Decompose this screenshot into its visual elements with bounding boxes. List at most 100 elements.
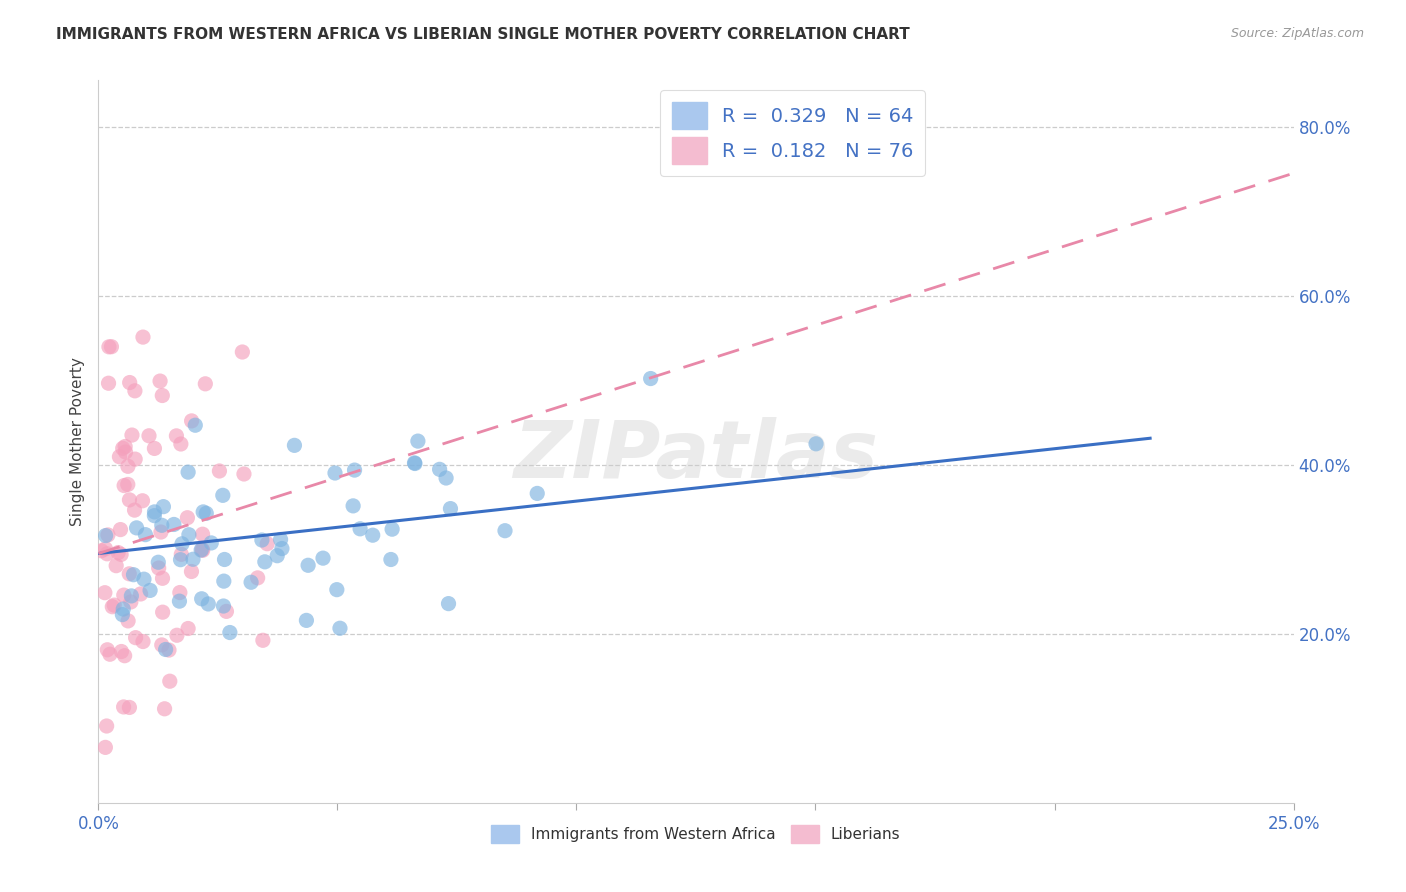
Point: [149, 374, 172, 388]
Point: [177, 527, 200, 541]
Point: [170, 437, 193, 451]
Point: [94, 541, 117, 556]
Legend: Immigrants from Western Africa, Liberians: Immigrants from Western Africa, Liberian…: [485, 819, 907, 849]
Point: [190, 543, 212, 558]
Point: [110, 644, 132, 658]
Text: ZIPatlas: ZIPatlas: [513, 417, 879, 495]
Point: [361, 528, 384, 542]
Point: [129, 587, 152, 601]
Point: [150, 638, 173, 652]
Point: [329, 621, 352, 635]
Point: [121, 428, 143, 442]
Point: [153, 702, 176, 716]
Point: [177, 622, 200, 636]
Point: [150, 518, 173, 533]
Point: [96, 642, 118, 657]
Point: [108, 450, 131, 464]
Point: [208, 464, 231, 478]
Point: [177, 465, 200, 479]
Point: [169, 552, 191, 566]
Point: [124, 384, 146, 398]
Point: [118, 492, 141, 507]
Point: [120, 589, 142, 603]
Point: [96, 719, 118, 733]
Point: [117, 614, 139, 628]
Point: [111, 442, 134, 456]
Point: [218, 625, 240, 640]
Point: [283, 438, 305, 452]
Point: [295, 614, 318, 628]
Point: [191, 542, 214, 557]
Point: [139, 583, 162, 598]
Point: [212, 599, 235, 613]
Point: [114, 445, 136, 459]
Point: [231, 345, 253, 359]
Point: [132, 634, 155, 648]
Point: [246, 571, 269, 585]
Point: [125, 521, 148, 535]
Point: [90, 543, 112, 558]
Text: IMMIGRANTS FROM WESTERN AFRICA VS LIBERIAN SINGLE MOTHER POVERTY CORRELATION CHA: IMMIGRANTS FROM WESTERN AFRICA VS LIBERI…: [56, 27, 910, 42]
Point: [148, 561, 170, 575]
Y-axis label: Single Mother Poverty: Single Mother Poverty: [69, 357, 84, 526]
Point: [169, 585, 191, 599]
Point: [270, 533, 292, 547]
Point: [132, 330, 155, 344]
Point: [404, 457, 426, 471]
Point: [94, 585, 117, 599]
Point: [380, 552, 402, 566]
Point: [143, 505, 166, 519]
Point: [180, 414, 202, 428]
Point: [118, 566, 141, 581]
Point: [252, 633, 274, 648]
Point: [124, 503, 146, 517]
Point: [120, 595, 142, 609]
Point: [163, 517, 186, 532]
Point: [381, 522, 404, 536]
Point: [429, 462, 451, 476]
Point: [191, 543, 214, 558]
Point: [118, 376, 141, 390]
Point: [152, 571, 174, 585]
Point: [214, 552, 236, 566]
Point: [804, 437, 827, 451]
Point: [98, 647, 121, 661]
Point: [155, 642, 177, 657]
Point: [640, 371, 662, 385]
Point: [112, 478, 135, 492]
Point: [200, 536, 222, 550]
Point: [170, 537, 193, 551]
Point: [180, 565, 202, 579]
Point: [176, 510, 198, 524]
Point: [157, 643, 180, 657]
Point: [494, 524, 516, 538]
Point: [193, 505, 215, 519]
Point: [406, 434, 429, 449]
Point: [434, 471, 457, 485]
Point: [152, 605, 174, 619]
Point: [212, 574, 235, 588]
Point: [94, 740, 117, 755]
Point: [437, 597, 460, 611]
Point: [97, 376, 120, 391]
Point: [101, 599, 124, 614]
Point: [110, 523, 132, 537]
Point: [148, 555, 170, 569]
Text: Source: ZipAtlas.com: Source: ZipAtlas.com: [1230, 27, 1364, 40]
Point: [256, 537, 278, 551]
Point: [132, 572, 155, 586]
Point: [94, 528, 117, 542]
Point: [134, 527, 156, 541]
Point: [111, 607, 134, 622]
Point: [112, 602, 135, 616]
Point: [149, 524, 172, 539]
Point: [96, 547, 118, 561]
Point: [166, 628, 188, 642]
Point: [105, 558, 128, 573]
Point: [526, 486, 548, 500]
Point: [143, 442, 166, 456]
Point: [110, 548, 132, 562]
Point: [122, 567, 145, 582]
Point: [191, 527, 214, 541]
Point: [211, 488, 233, 502]
